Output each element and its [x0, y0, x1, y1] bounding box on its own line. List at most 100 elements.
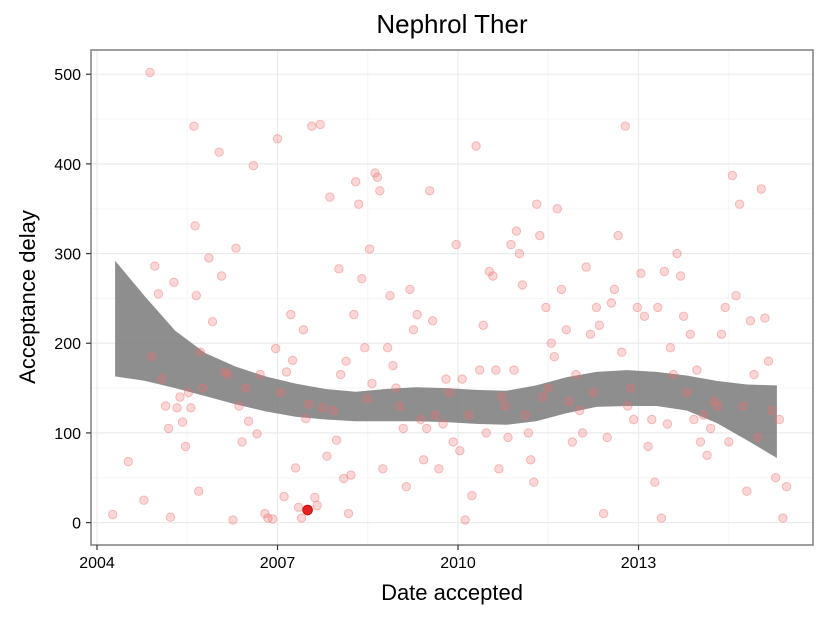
data-point: [441, 374, 451, 384]
data-point: [756, 184, 766, 194]
data-point: [204, 253, 214, 263]
data-point: [312, 500, 322, 511]
y-tick-label: 400: [54, 157, 81, 174]
data-point: [438, 419, 448, 429]
data-point: [538, 392, 548, 402]
data-point: [315, 119, 325, 130]
data-point: [434, 464, 444, 474]
data-point: [175, 392, 185, 402]
data-point: [231, 243, 241, 253]
data-point: [567, 437, 577, 447]
data-point: [494, 464, 504, 474]
data-point: [535, 230, 545, 241]
data-point: [662, 419, 673, 429]
data-point: [613, 230, 623, 241]
data-point: [653, 302, 663, 313]
data-point: [255, 369, 265, 380]
data-point: [564, 396, 574, 407]
data-point: [731, 291, 741, 301]
data-point: [632, 302, 642, 313]
data-point: [165, 512, 176, 522]
data-point: [571, 369, 581, 380]
data-point: [752, 432, 763, 443]
data-point: [189, 121, 199, 131]
data-point: [781, 482, 792, 492]
data-point: [506, 239, 516, 250]
data-point: [702, 450, 712, 460]
data-point: [672, 248, 682, 259]
data-point: [398, 423, 408, 434]
data-points: [108, 67, 792, 525]
confidence-band: [115, 260, 777, 458]
data-point: [180, 441, 191, 452]
data-point: [163, 423, 174, 434]
y-tick-label: 0: [72, 516, 81, 533]
data-point: [279, 491, 289, 502]
data-point: [478, 320, 488, 330]
data-point: [405, 284, 415, 295]
data-point: [157, 374, 167, 384]
data-point: [198, 383, 208, 393]
data-point: [339, 473, 349, 484]
data-point: [581, 262, 591, 272]
plot-panel-border: [90, 49, 814, 546]
data-point: [304, 399, 314, 409]
data-point: [609, 284, 620, 295]
y-tick-label: 200: [54, 336, 81, 353]
data-point: [681, 387, 692, 398]
data-point: [698, 410, 709, 420]
data-point: [602, 432, 612, 443]
data-point: [108, 509, 118, 520]
data-point: [431, 410, 441, 420]
y-tick-label: 300: [54, 247, 81, 264]
data-point: [678, 311, 689, 321]
data-point: [271, 343, 281, 354]
data-point: [275, 387, 286, 398]
data-point: [310, 492, 320, 503]
data-point: [685, 329, 695, 339]
data-point: [357, 274, 367, 284]
data-point: [145, 67, 155, 78]
data-point: [514, 248, 525, 259]
data-point: [774, 414, 784, 425]
highlighted-data-point: [302, 504, 313, 516]
data-point: [252, 429, 262, 439]
data-point: [598, 508, 609, 519]
data-point: [328, 405, 339, 416]
data-point: [322, 451, 332, 461]
data-point: [588, 387, 599, 398]
data-point: [763, 356, 774, 366]
data-point: [457, 374, 467, 384]
data-point: [351, 177, 361, 187]
data-point: [464, 410, 474, 420]
data-point: [214, 147, 224, 157]
data-point: [190, 221, 200, 231]
data-point: [617, 347, 627, 357]
data-point: [416, 414, 426, 425]
x-tick-label: 2004: [79, 555, 115, 572]
data-point: [177, 417, 188, 427]
data-point: [471, 141, 481, 151]
data-point: [169, 277, 179, 287]
data-point: [665, 343, 676, 353]
data-point: [237, 437, 247, 447]
x-tick-label: 2007: [260, 555, 296, 572]
data-point: [419, 455, 429, 465]
data-point: [448, 437, 458, 447]
data-point: [223, 369, 233, 380]
data-point: [360, 343, 370, 353]
data-point: [378, 464, 388, 474]
y-tick-label: 500: [54, 67, 81, 84]
data-point: [709, 396, 719, 407]
data-point: [243, 416, 254, 426]
data-point: [451, 239, 461, 250]
y-axis: 0 100 200 300 400 500: [54, 67, 91, 533]
data-point: [293, 502, 304, 512]
data-point: [713, 401, 723, 411]
data-point: [491, 365, 501, 375]
data-point: [331, 435, 342, 445]
data-point: [643, 441, 653, 452]
data-point: [636, 268, 646, 278]
data-point: [503, 432, 513, 443]
data-point: [123, 456, 134, 467]
